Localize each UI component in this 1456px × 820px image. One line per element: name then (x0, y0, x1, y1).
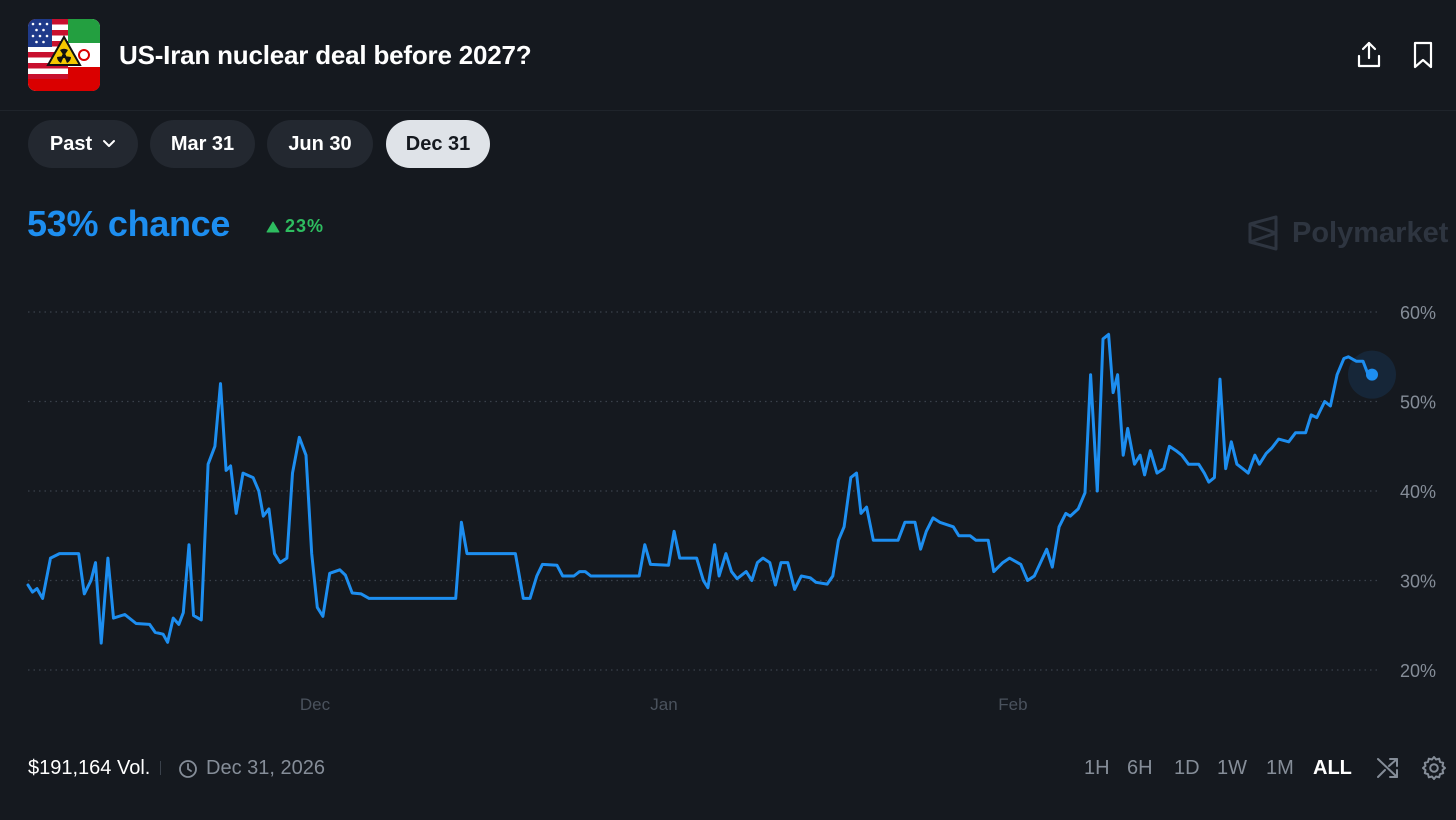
share-icon[interactable] (1355, 40, 1383, 70)
tab-mar-31[interactable]: Mar 31 (150, 120, 255, 168)
y-tick-label: 20% (1400, 661, 1436, 681)
settings-gear-icon[interactable] (1421, 755, 1447, 781)
range-1h-button[interactable]: 1H (1084, 757, 1110, 779)
end-date-text: Dec 31, 2026 (206, 757, 325, 779)
volume-text: $191,164 Vol. (28, 757, 151, 779)
chevron-down-icon (103, 140, 116, 147)
current-point-marker (1366, 368, 1378, 381)
tab-label: Mar 31 (170, 132, 235, 155)
market-header: US-Iran nuclear deal before 2027? (0, 0, 1456, 111)
market-title: US-Iran nuclear deal before 2027? (119, 40, 532, 70)
polymarket-watermark: Polymarket (1246, 214, 1448, 252)
x-tick-label: Jan (650, 695, 677, 714)
y-tick-label: 50% (1400, 393, 1436, 413)
tab-jun-30[interactable]: Jun 30 (267, 120, 373, 168)
brand-name: Polymarket (1292, 216, 1449, 249)
chance-value: 53% chance (27, 203, 231, 244)
y-tick-label: 30% (1400, 572, 1436, 592)
chart-footer: $191,164 Vol. Dec 31, 2026 1H 6H 1D 1W 1… (0, 745, 1456, 791)
divider (160, 761, 161, 775)
range-1w-button[interactable]: 1W (1217, 757, 1247, 779)
tab-dec-31[interactable]: Dec 31 (386, 120, 490, 168)
tab-label: Dec 31 (405, 132, 471, 155)
change-value: 23% (285, 216, 325, 236)
range-1d-button[interactable]: 1D (1174, 757, 1200, 779)
price-chart[interactable]: 60% 50% 40% 30% 20% Dec Jan Feb (0, 290, 1456, 730)
bookmark-icon[interactable] (1410, 40, 1438, 70)
triangle-up-icon (266, 221, 280, 232)
range-all-button[interactable]: ALL (1313, 757, 1352, 779)
polymarket-logo-icon (1248, 215, 1278, 251)
x-tick-label: Feb (998, 695, 1027, 714)
x-tick-label: Dec (300, 695, 331, 714)
price-series-line (26, 332, 1374, 645)
tab-label: Past (49, 132, 93, 155)
shuffle-icon[interactable] (1375, 755, 1401, 781)
y-tick-label: 60% (1400, 303, 1436, 323)
range-1m-button[interactable]: 1M (1266, 757, 1294, 779)
end-date: Dec 31, 2026 (178, 757, 325, 780)
y-tick-label: 40% (1400, 482, 1436, 502)
us-iran-flag-radiation-icon (28, 19, 100, 91)
tab-label: Jun 30 (288, 132, 352, 155)
clock-icon (179, 759, 197, 778)
range-6h-button[interactable]: 6H (1127, 757, 1153, 779)
change-badge: 23% (266, 216, 324, 237)
tab-past-dropdown[interactable]: Past (28, 120, 138, 168)
